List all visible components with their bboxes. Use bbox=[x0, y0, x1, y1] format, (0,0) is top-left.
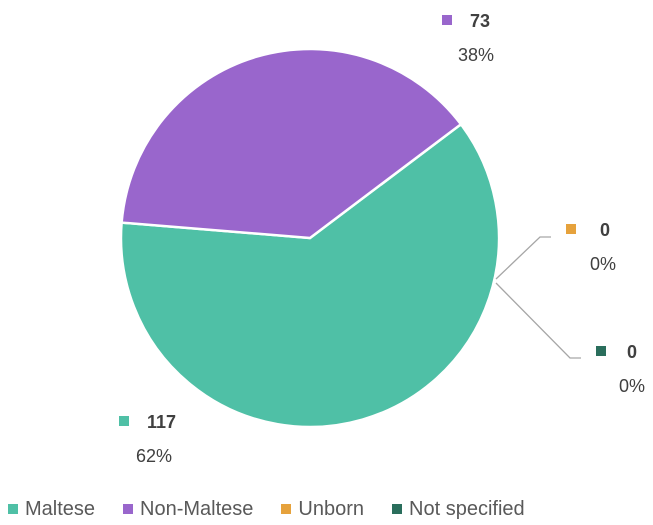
pie-slice-non-maltese bbox=[120, 47, 463, 240]
legend-label-non-maltese: Non-Maltese bbox=[140, 497, 254, 520]
data-label-not-specified-percent: 0% bbox=[619, 376, 645, 396]
pie-slice-maltese bbox=[119, 123, 501, 429]
legend-item-not-specified: Not specified bbox=[392, 498, 525, 521]
data-label-maltese: 117 62% bbox=[119, 412, 176, 466]
data-label-maltese-percent: 62% bbox=[136, 446, 172, 466]
leader-line-not-specified bbox=[495, 282, 581, 359]
leader-line-unborn bbox=[495, 236, 551, 280]
pie-chart: 117 62% 73 38% 0 0% 0 0% bbox=[119, 11, 645, 466]
data-label-not-specified-value: 0 bbox=[627, 342, 637, 362]
legend-label-maltese: Maltese bbox=[25, 497, 96, 520]
data-label-non-maltese: 73 38% bbox=[442, 11, 494, 65]
data-label-unborn-percent: 0% bbox=[590, 254, 616, 274]
data-label-unborn-value: 0 bbox=[600, 220, 610, 240]
data-label-non-maltese-swatch bbox=[442, 15, 452, 25]
legend-item-unborn: Unborn bbox=[281, 498, 364, 521]
legend-item-maltese: Maltese bbox=[8, 498, 95, 521]
data-label-unborn: 0 0% bbox=[566, 220, 616, 274]
legend-item-non-maltese: Non-Maltese bbox=[123, 498, 253, 521]
data-label-non-maltese-value: 73 bbox=[470, 11, 490, 31]
data-label-not-specified-swatch bbox=[596, 346, 606, 356]
data-label-maltese-swatch bbox=[119, 416, 129, 426]
legend-swatch-unborn bbox=[281, 504, 292, 514]
legend-swatch-non-maltese bbox=[123, 504, 134, 514]
data-label-non-maltese-percent: 38% bbox=[458, 45, 494, 65]
legend-label-not-specified: Not specified bbox=[409, 497, 525, 520]
legend: Maltese Non-Maltese Unborn Not specified bbox=[0, 494, 653, 524]
legend-label-unborn: Unborn bbox=[298, 497, 365, 520]
legend-swatch-not-specified bbox=[392, 504, 403, 514]
data-label-unborn-swatch bbox=[566, 224, 576, 234]
data-label-maltese-value: 117 bbox=[147, 412, 176, 432]
legend-swatch-maltese bbox=[8, 504, 18, 514]
leader-lines bbox=[495, 236, 581, 359]
data-label-not-specified: 0 0% bbox=[596, 342, 645, 396]
pie-slices bbox=[119, 47, 501, 429]
